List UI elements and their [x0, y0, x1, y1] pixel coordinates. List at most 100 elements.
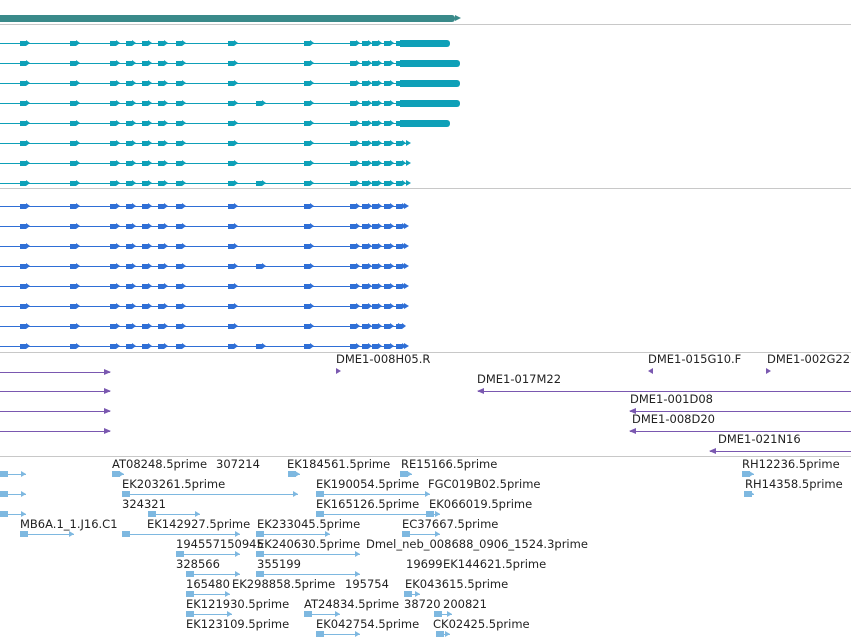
- est-feature[interactable]: [426, 510, 440, 518]
- est-label[interactable]: EK298858.5prime: [232, 577, 336, 591]
- exon-block[interactable]: [350, 101, 356, 106]
- exon-block[interactable]: [20, 224, 26, 229]
- exon-block[interactable]: [396, 61, 402, 66]
- exon-block[interactable]: [158, 324, 164, 329]
- clone-feature[interactable]: [0, 427, 111, 435]
- exon-block[interactable]: [126, 121, 132, 126]
- exon-block[interactable]: [396, 141, 402, 146]
- est-block[interactable]: [0, 471, 8, 477]
- est-label[interactable]: 307214: [216, 457, 260, 471]
- est-feature[interactable]: [316, 630, 360, 638]
- exon-block[interactable]: [384, 264, 390, 269]
- exon-block[interactable]: [350, 121, 356, 126]
- exon-block[interactable]: [362, 181, 368, 186]
- est-label[interactable]: 19699: [406, 557, 443, 571]
- exon-block[interactable]: [110, 61, 116, 66]
- exon-block[interactable]: [176, 244, 182, 249]
- transcript-row[interactable]: [0, 118, 851, 128]
- exon-block[interactable]: [110, 324, 116, 329]
- exon-block[interactable]: [142, 304, 148, 309]
- exon-block[interactable]: [396, 344, 402, 349]
- exon-block[interactable]: [362, 41, 368, 46]
- est-feature[interactable]: [112, 470, 124, 478]
- exon-block[interactable]: [384, 244, 390, 249]
- exon-block[interactable]: [158, 101, 164, 106]
- est-feature[interactable]: [256, 550, 360, 558]
- exon-block[interactable]: [372, 204, 378, 209]
- exon-block[interactable]: [126, 344, 132, 349]
- est-block[interactable]: [256, 551, 264, 557]
- clone-feature[interactable]: [629, 427, 851, 435]
- exon-block[interactable]: [350, 304, 356, 309]
- exon-block[interactable]: [350, 284, 356, 289]
- exon-block[interactable]: [362, 224, 368, 229]
- exon-block[interactable]: [372, 264, 378, 269]
- exon-block[interactable]: [372, 224, 378, 229]
- exon-block[interactable]: [158, 61, 164, 66]
- exon-block[interactable]: [20, 324, 26, 329]
- exon-block[interactable]: [176, 181, 182, 186]
- exon-block[interactable]: [158, 41, 164, 46]
- est-block[interactable]: [288, 471, 296, 477]
- exon-block[interactable]: [384, 101, 390, 106]
- est-label[interactable]: EK142927.5prime: [147, 517, 251, 531]
- exon-block[interactable]: [384, 324, 390, 329]
- est-label[interactable]: EK121930.5prime: [186, 597, 290, 611]
- exon-block[interactable]: [400, 40, 450, 47]
- exon-block[interactable]: [384, 121, 390, 126]
- exon-block[interactable]: [20, 41, 26, 46]
- exon-block[interactable]: [20, 121, 26, 126]
- est-block[interactable]: [112, 471, 120, 477]
- est-label[interactable]: RE15166.5prime: [401, 457, 498, 471]
- exon-block[interactable]: [70, 81, 76, 86]
- exon-block[interactable]: [110, 81, 116, 86]
- exon-block[interactable]: [396, 181, 402, 186]
- exon-block[interactable]: [362, 344, 368, 349]
- exon-block[interactable]: [304, 284, 310, 289]
- exon-block[interactable]: [142, 224, 148, 229]
- est-label[interactable]: EK240630.5prime: [257, 537, 361, 551]
- transcript-row[interactable]: [0, 38, 851, 48]
- exon-block[interactable]: [20, 304, 26, 309]
- est-feature[interactable]: [316, 490, 430, 498]
- exon-block[interactable]: [70, 204, 76, 209]
- exon-block[interactable]: [228, 324, 234, 329]
- exon-block[interactable]: [396, 204, 402, 209]
- est-label[interactable]: 38720: [404, 597, 441, 611]
- exon-block[interactable]: [304, 244, 310, 249]
- exon-block[interactable]: [176, 141, 182, 146]
- exon-block[interactable]: [304, 161, 310, 166]
- est-feature[interactable]: [0, 490, 26, 498]
- exon-block[interactable]: [176, 324, 182, 329]
- exon-block[interactable]: [256, 181, 262, 186]
- est-block[interactable]: [0, 491, 8, 497]
- exon-block[interactable]: [384, 141, 390, 146]
- exon-block[interactable]: [304, 41, 310, 46]
- exon-block[interactable]: [158, 121, 164, 126]
- exon-block[interactable]: [20, 101, 26, 106]
- est-label[interactable]: EK203261.5prime: [122, 477, 226, 491]
- est-label[interactable]: EK190054.5prime: [316, 477, 420, 491]
- exon-block[interactable]: [256, 344, 262, 349]
- transcript-row[interactable]: [0, 341, 851, 351]
- exon-block[interactable]: [142, 41, 148, 46]
- exon-block[interactable]: [304, 121, 310, 126]
- est-block[interactable]: [186, 591, 194, 597]
- exon-block[interactable]: [350, 224, 356, 229]
- transcript-row[interactable]: [0, 301, 851, 311]
- exon-block[interactable]: [350, 264, 356, 269]
- exon-block[interactable]: [304, 224, 310, 229]
- exon-block[interactable]: [142, 284, 148, 289]
- exon-block[interactable]: [396, 244, 402, 249]
- exon-block[interactable]: [350, 204, 356, 209]
- exon-block[interactable]: [176, 61, 182, 66]
- exon-block[interactable]: [20, 61, 26, 66]
- clone-feature[interactable]: [0, 368, 111, 376]
- est-feature[interactable]: [0, 510, 26, 518]
- exon-block[interactable]: [20, 264, 26, 269]
- exon-block[interactable]: [228, 304, 234, 309]
- est-label[interactable]: Dmel_neb_008688_0906_1524.3prime: [366, 537, 588, 551]
- clone-label[interactable]: DME1-017M22: [477, 372, 562, 386]
- exon-block[interactable]: [304, 141, 310, 146]
- exon-block[interactable]: [126, 161, 132, 166]
